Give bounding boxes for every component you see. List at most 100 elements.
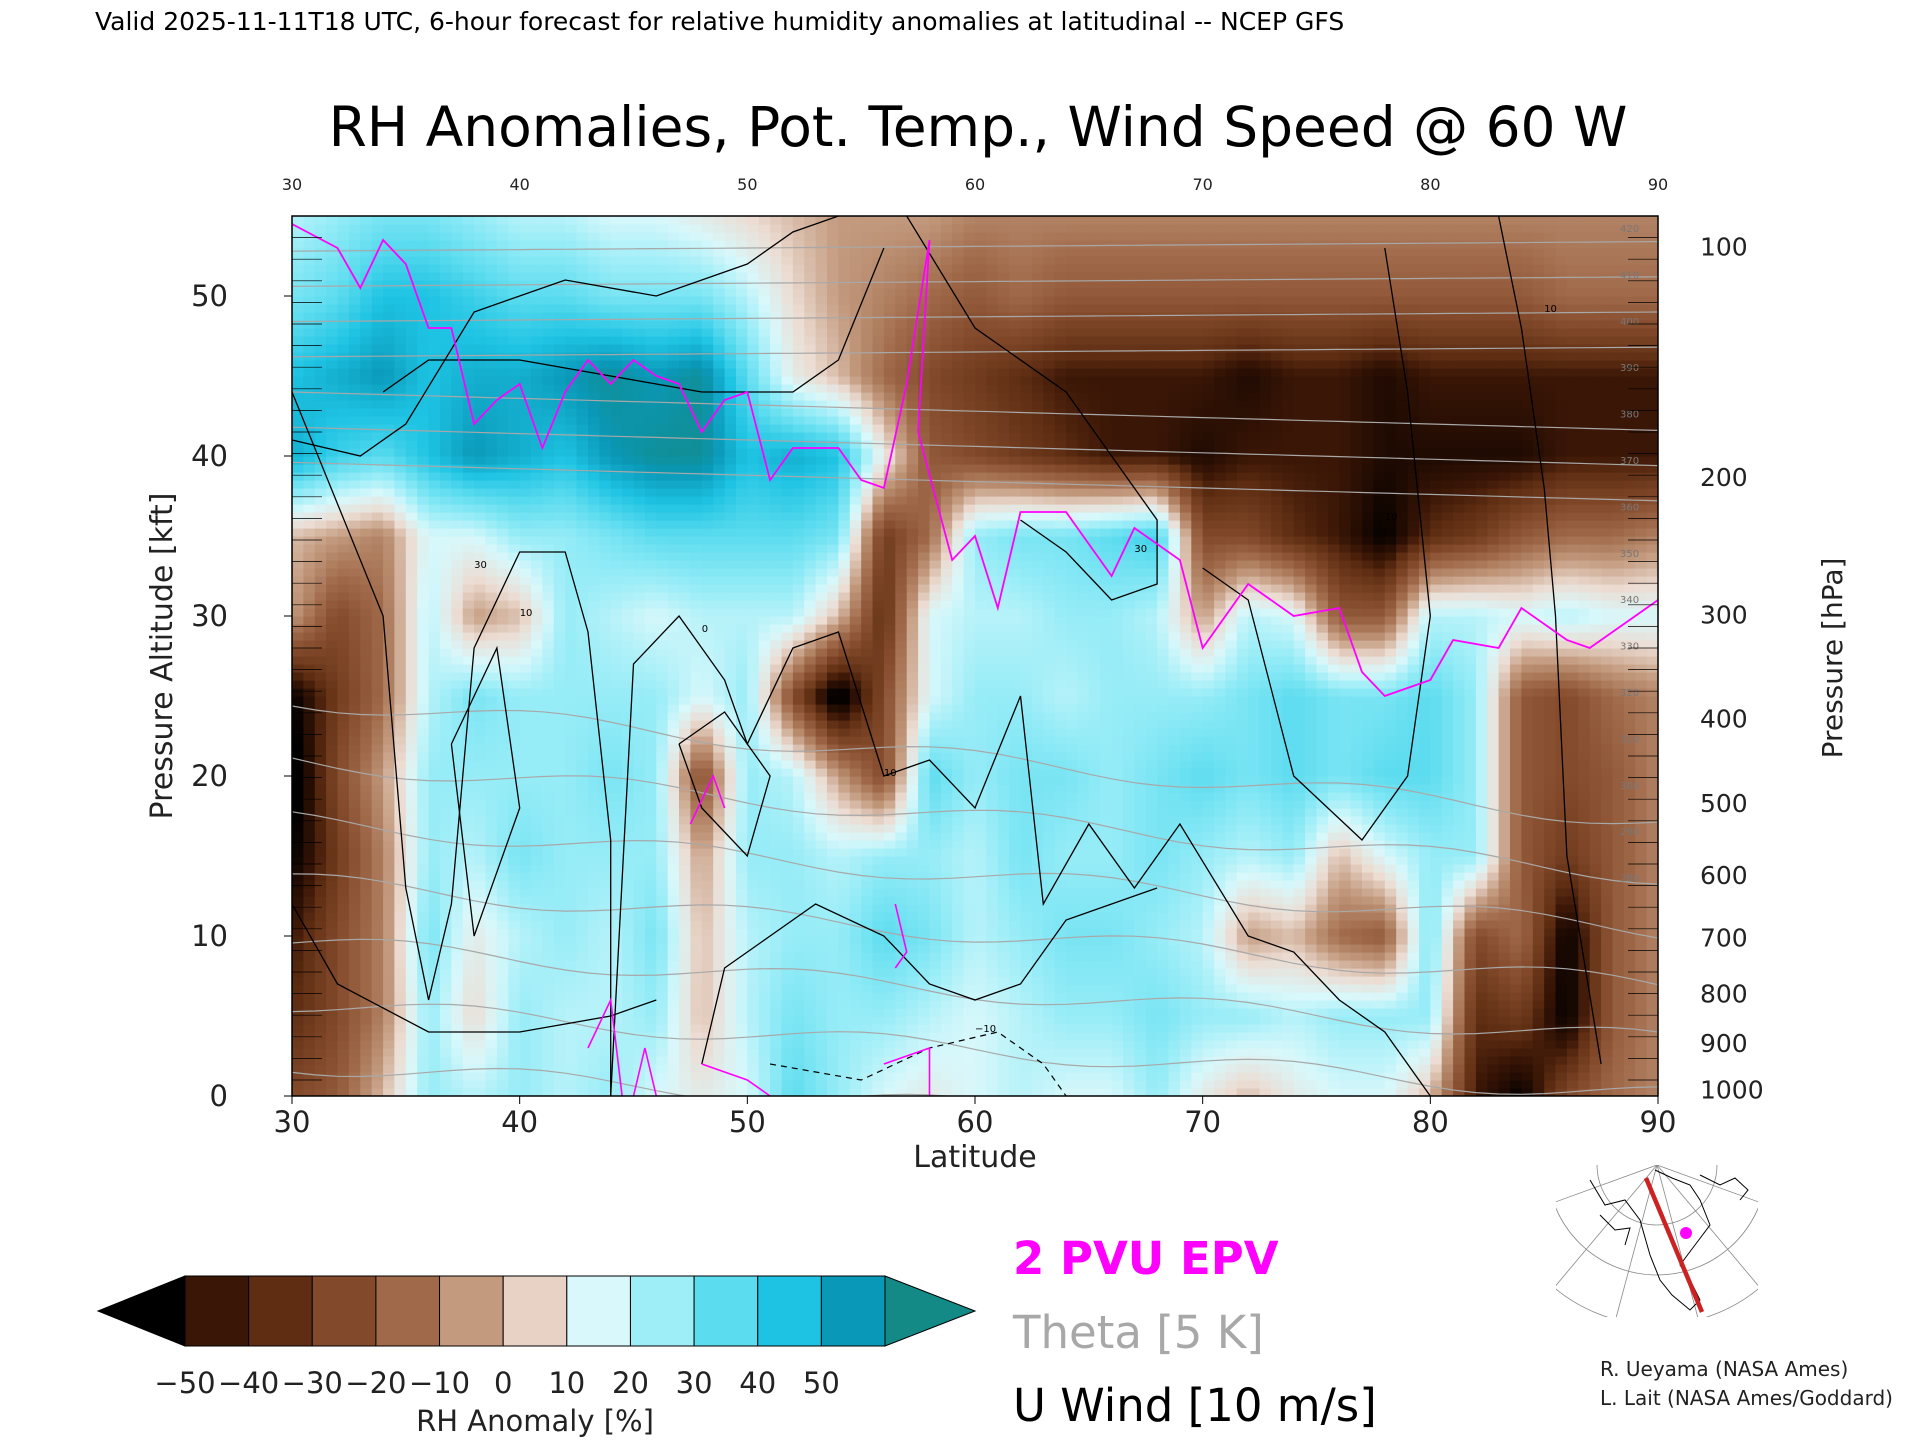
anomaly-cell [588,920,600,929]
anomaly-cell [690,328,703,337]
anomaly-cell [440,608,452,617]
anomaly-cell [758,296,771,305]
anomaly-cell [485,296,498,305]
anomaly-cell [792,272,805,281]
anomaly-cell [542,1064,555,1073]
anomaly-cell [736,256,748,265]
anomaly-cell [781,552,794,561]
anomaly-cell [792,216,805,225]
anomaly-cell [326,608,339,617]
anomaly-cell [519,736,532,745]
anomaly-cell [440,888,452,897]
anomaly-cell [576,304,589,313]
anomaly-cell [519,520,532,529]
anomaly-cell [451,448,464,457]
anomaly-cell [462,328,475,337]
anomaly-cell [542,848,555,857]
anomaly-cell [428,1024,441,1033]
anomaly-cell [758,888,771,897]
anomaly-cell [394,920,407,929]
anomaly-cell [371,904,384,913]
anomaly-cell [417,736,430,745]
anomaly-cell [701,1040,714,1049]
anomaly-cell [440,808,452,817]
anomaly-cell [781,800,794,809]
anomaly-cell [724,936,737,945]
anomaly-cell [792,656,805,665]
anomaly-cell [440,488,452,497]
anomaly-cell [656,1040,669,1049]
anomaly-cell [519,384,532,393]
anomaly-cell [371,544,384,553]
anomaly-cell [679,344,691,353]
anomaly-cell [553,608,566,617]
anomaly-cell [792,288,805,297]
anomaly-cell [519,928,532,937]
anomaly-cell [633,816,646,825]
anomaly-cell [292,608,304,617]
anomaly-cell [576,904,589,913]
anomaly-cell [383,288,396,297]
anomaly-cell [360,1024,373,1033]
anomaly-cell [747,456,760,465]
anomaly-cell [610,288,623,297]
anomaly-cell [565,416,578,425]
anomaly-cell [474,1024,487,1033]
anomaly-cell [701,256,714,265]
anomaly-cell [531,792,543,801]
anomaly-cell [781,1088,794,1096]
anomaly-cell [542,232,555,241]
anomaly-cell [565,304,578,313]
anomaly-cell [474,872,487,881]
anomaly-cell [496,776,509,785]
anomaly-cell [667,488,680,497]
anomaly-cell [565,600,578,609]
anomaly-cell [462,728,475,737]
anomaly-cell [314,608,327,617]
anomaly-cell [303,952,316,961]
anomaly-cell [531,416,543,425]
anomaly-cell [770,1056,783,1065]
anomaly-cell [736,216,748,225]
anomaly-cell [599,448,612,457]
anomaly-cell [405,944,418,953]
anomaly-cell [576,232,589,241]
anomaly-cell [736,568,748,577]
anomaly-cell [553,488,566,497]
anomaly-cell [736,288,748,297]
anomaly-cell [348,496,361,505]
anomaly-cell [588,472,600,481]
anomaly-cell [656,1000,669,1009]
anomaly-cell [633,344,646,353]
anomaly-cell [303,792,316,801]
anomaly-cell [405,728,418,737]
anomaly-cell [508,216,521,225]
anomaly-cell [371,392,384,401]
anomaly-cell [314,1072,327,1081]
anomaly-cell [394,856,407,865]
valid-time-line: Valid 2025-11-11T18 UTC, 6-hour forecast… [95,7,1344,36]
anomaly-cell [405,576,418,585]
anomaly-cell [644,512,657,521]
anomaly-cell [428,544,441,553]
anomaly-cell [371,432,384,441]
anomaly-cell [588,592,600,601]
anomaly-cell [326,1048,339,1057]
anomaly-cell [394,1000,407,1009]
anomaly-cell [644,248,657,257]
anomaly-cell [713,488,726,497]
anomaly-cell [804,792,817,801]
anomaly-cell [713,768,726,777]
anomaly-cell [383,392,396,401]
anomaly-cell [337,952,350,961]
anomaly-cell [736,584,748,593]
anomaly-cell [531,760,543,769]
anomaly-cell [747,752,760,761]
anomaly-cell [667,464,680,473]
anomaly-cell [792,1040,805,1049]
anomaly-cell [701,840,714,849]
anomaly-cell [519,976,532,985]
anomaly-cell [724,984,737,993]
anomaly-cell [474,368,487,377]
anomaly-cell [508,456,521,465]
